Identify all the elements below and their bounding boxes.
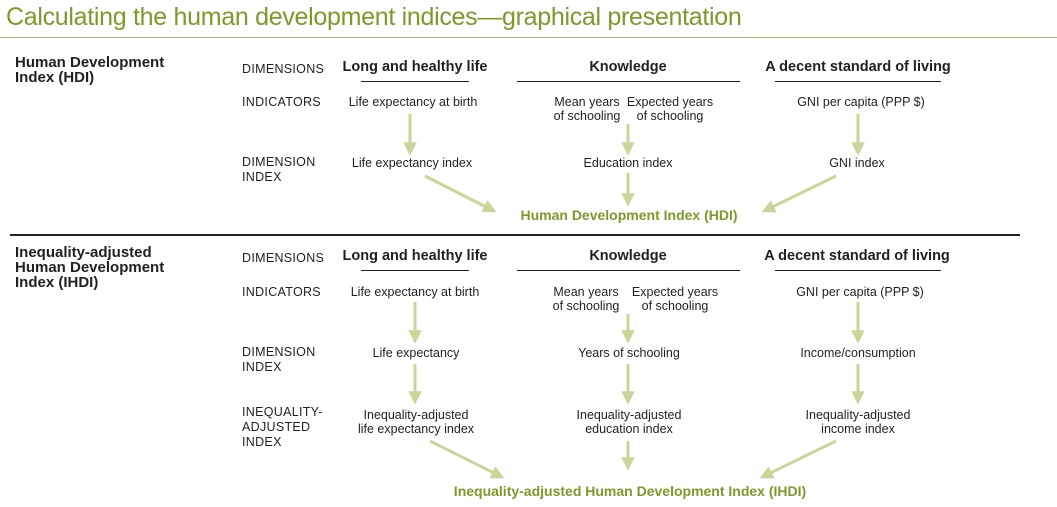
- hdi-dimension-living: A decent standard of living: [765, 59, 951, 75]
- ihdi-inequality-index-education: Inequality-adjusted education index: [576, 408, 682, 436]
- hdi-dimension-knowledge: Knowledge: [589, 59, 667, 75]
- hdi-indicator-mean-years: Mean years of schooling: [553, 95, 621, 123]
- hdi-row-dimensions: DIMENSIONS: [242, 62, 325, 76]
- ihdi-dimension-living-underline: [775, 270, 941, 271]
- hdi-row-dimension-index: DIMENSION INDEX: [242, 155, 316, 184]
- ihdi-dimension-health: Long and healthy life: [342, 248, 488, 264]
- ihdi-arrow-health-diag: [429, 439, 505, 479]
- hdi-dimension-knowledge-underline: [517, 81, 740, 82]
- ihdi-dimension-index-schooling: Years of schooling: [578, 346, 680, 360]
- hdi-index-education: Education index: [583, 156, 673, 170]
- hdi-index-life-expectancy: Life expectancy index: [351, 156, 473, 170]
- ihdi-indicator-mean-years: Mean years of schooling: [552, 285, 620, 313]
- hdi-arrow-health-diag: [424, 174, 497, 213]
- hdi-dimension-health-underline: [361, 81, 469, 82]
- hdi-result: Human Development Index (HDI): [520, 207, 738, 223]
- ihdi-row-dimensions: DIMENSIONS: [242, 251, 325, 265]
- ihdi-row-dimension-index: DIMENSION INDEX: [242, 345, 316, 374]
- ihdi-dimension-living: A decent standard of living: [764, 248, 950, 264]
- ihdi-dimension-knowledge: Knowledge: [589, 248, 667, 264]
- ihdi-inequality-index-life-expectancy: Inequality-adjusted life expectancy inde…: [357, 408, 475, 436]
- ihdi-dimension-health-underline: [361, 270, 469, 271]
- hdi-dimension-living-underline: [775, 81, 941, 82]
- ihdi-arrow-living-diag: [759, 439, 837, 479]
- ihdi-row-inequality-index: INEQUALITY- ADJUSTED INDEX: [242, 405, 323, 449]
- hdi-row-indicators: INDICATORS: [242, 95, 321, 109]
- hdi-arrow-living-diag: [761, 174, 837, 213]
- ihdi-indicator-expected-years: Expected years of schooling: [631, 285, 719, 313]
- hdi-dimension-health: Long and healthy life: [342, 59, 488, 75]
- hdi-indicator-life-expectancy: Life expectancy at birth: [348, 95, 478, 109]
- ihdi-dimension-knowledge-underline: [517, 270, 740, 271]
- ihdi-row-indicators: INDICATORS: [242, 285, 321, 299]
- ihdi-section-label: Inequality-adjusted Human Development In…: [15, 244, 165, 291]
- hdi-section-label: Human Development Index (HDI): [15, 54, 165, 86]
- hdi-indicator-expected-years: Expected years of schooling: [626, 95, 714, 123]
- ihdi-result: Inequality-adjusted Human Development In…: [453, 483, 807, 499]
- hdi-indicator-gni: GNI per capita (PPP $): [797, 95, 925, 109]
- page-title: Calculating the human development indice…: [6, 3, 742, 31]
- ihdi-dimension-index-income: Income/consumption: [800, 346, 916, 360]
- ihdi-indicator-life-expectancy: Life expectancy at birth: [350, 285, 480, 299]
- section-divider: [10, 234, 1020, 236]
- ihdi-indicator-gni: GNI per capita (PPP $): [796, 285, 924, 299]
- ihdi-inequality-index-income: Inequality-adjusted income index: [805, 408, 911, 436]
- ihdi-dimension-index-life-expectancy: Life expectancy: [372, 346, 460, 360]
- title-rule: [0, 37, 1057, 38]
- hdi-index-gni: GNI index: [829, 156, 885, 170]
